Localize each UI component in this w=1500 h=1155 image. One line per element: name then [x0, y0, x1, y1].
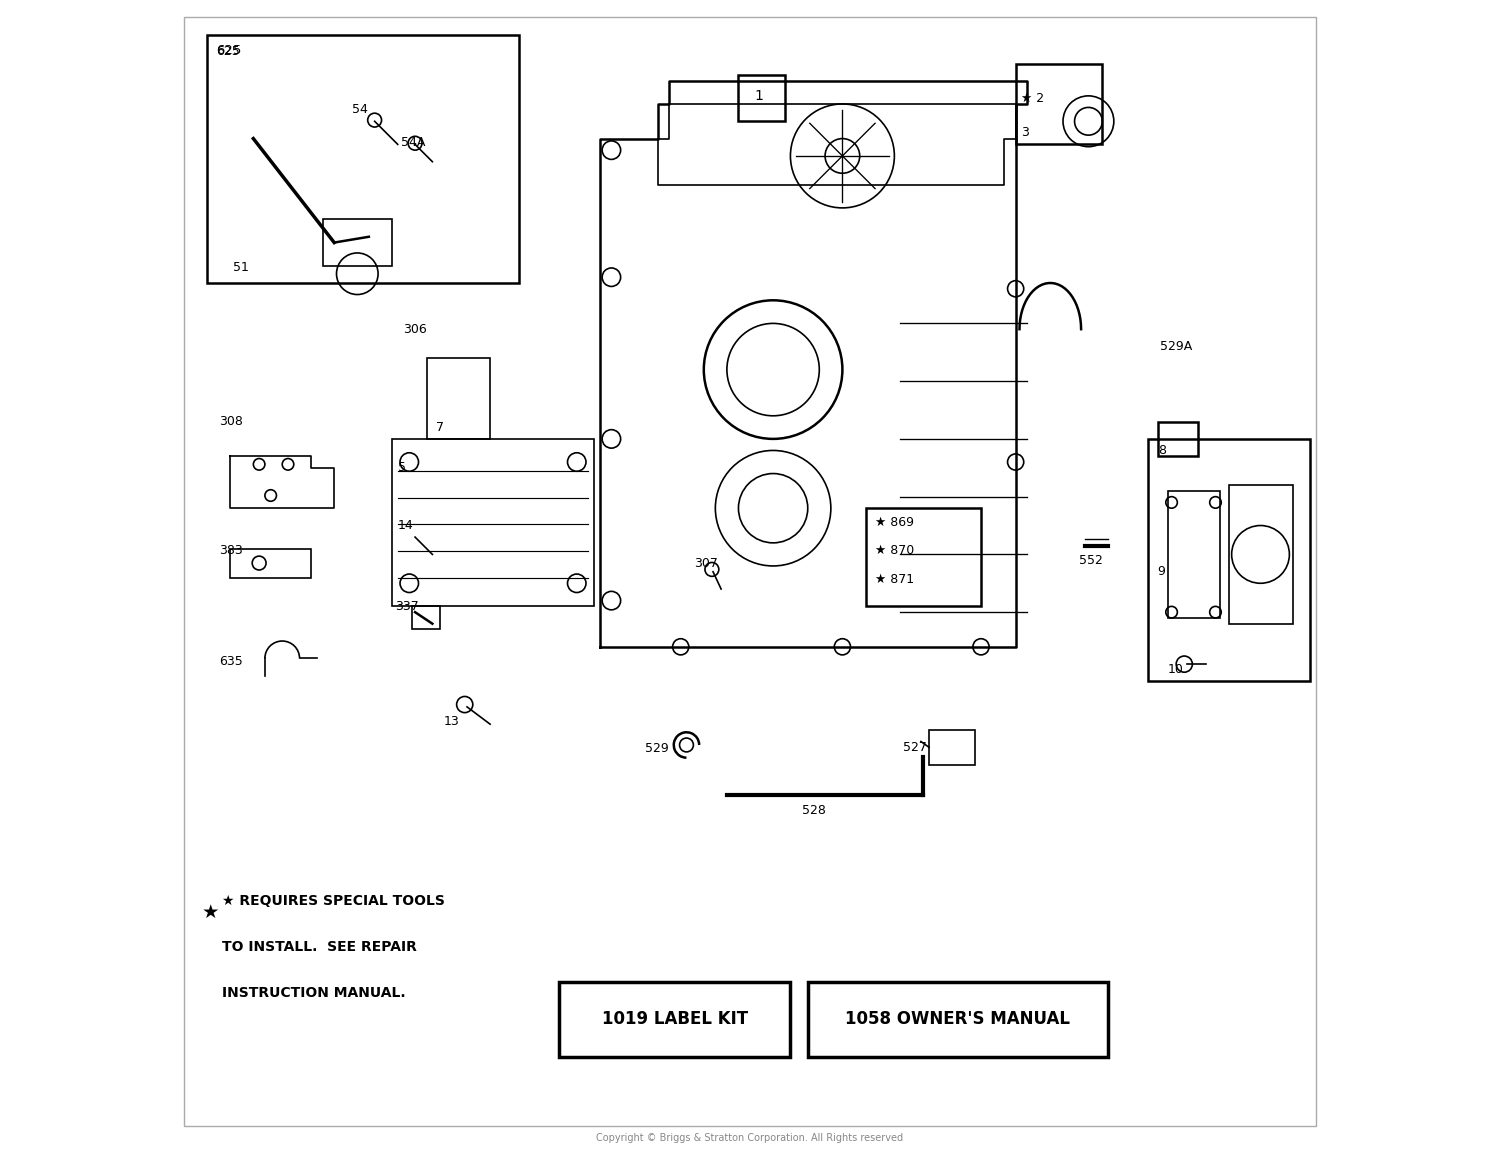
Text: 5: 5 [398, 461, 405, 475]
Bar [411, 606, 441, 629]
Text: 527: 527 [903, 740, 927, 754]
Bar [392, 439, 594, 606]
Bar [322, 219, 392, 266]
Text: ★ 870: ★ 870 [874, 544, 914, 558]
Text: 14: 14 [398, 519, 414, 532]
Text: INSTRUCTION MANUAL.: INSTRUCTION MANUAL. [222, 986, 406, 1000]
Text: 7: 7 [436, 420, 444, 434]
Bar [865, 508, 981, 606]
Bar [1149, 439, 1310, 681]
Bar [1016, 64, 1102, 144]
Text: 383: 383 [219, 544, 243, 558]
Bar [928, 730, 975, 765]
Text: 529: 529 [645, 742, 669, 755]
Text: 1058 OWNER'S MANUAL: 1058 OWNER'S MANUAL [846, 1009, 1071, 1028]
Text: 625: 625 [216, 44, 242, 58]
Text: 625: 625 [216, 45, 240, 59]
Text: ★: ★ [201, 903, 219, 922]
Bar [738, 75, 784, 121]
Bar [1168, 491, 1219, 618]
Text: TO INSTALL.  SEE REPAIR: TO INSTALL. SEE REPAIR [222, 940, 417, 954]
Text: 9: 9 [1158, 565, 1166, 579]
Text: 13: 13 [444, 715, 459, 729]
Text: 3: 3 [1022, 126, 1029, 140]
Text: 337: 337 [396, 599, 418, 613]
Text: Copyright © Briggs & Stratton Corporation. All Rights reserved: Copyright © Briggs & Stratton Corporatio… [597, 1133, 903, 1142]
Text: 1019 LABEL KIT: 1019 LABEL KIT [602, 1009, 748, 1028]
Bar [807, 982, 1108, 1057]
Text: ★ 871: ★ 871 [874, 573, 914, 587]
Text: 635: 635 [219, 655, 243, 669]
Text: 306: 306 [404, 322, 427, 336]
Text: 552: 552 [1078, 553, 1102, 567]
Text: ★ 2: ★ 2 [1022, 91, 1044, 105]
Bar [231, 549, 310, 578]
Text: 8: 8 [1158, 444, 1166, 457]
Text: 529A: 529A [1160, 340, 1192, 353]
Text: 10: 10 [1168, 663, 1184, 677]
Text: 54A: 54A [400, 135, 426, 149]
Bar [1230, 485, 1293, 624]
Bar [560, 982, 790, 1057]
Bar [1158, 422, 1198, 456]
Text: 528: 528 [801, 804, 825, 818]
Text: ★ 869: ★ 869 [874, 515, 914, 529]
Text: ★ REQUIRES SPECIAL TOOLS: ★ REQUIRES SPECIAL TOOLS [222, 894, 446, 908]
Bar [207, 35, 519, 283]
Text: 1: 1 [754, 89, 764, 103]
Text: 307: 307 [694, 557, 718, 571]
Text: 308: 308 [219, 415, 243, 429]
Bar [426, 358, 490, 439]
Text: 54: 54 [351, 103, 368, 117]
Text: 51: 51 [232, 261, 249, 275]
